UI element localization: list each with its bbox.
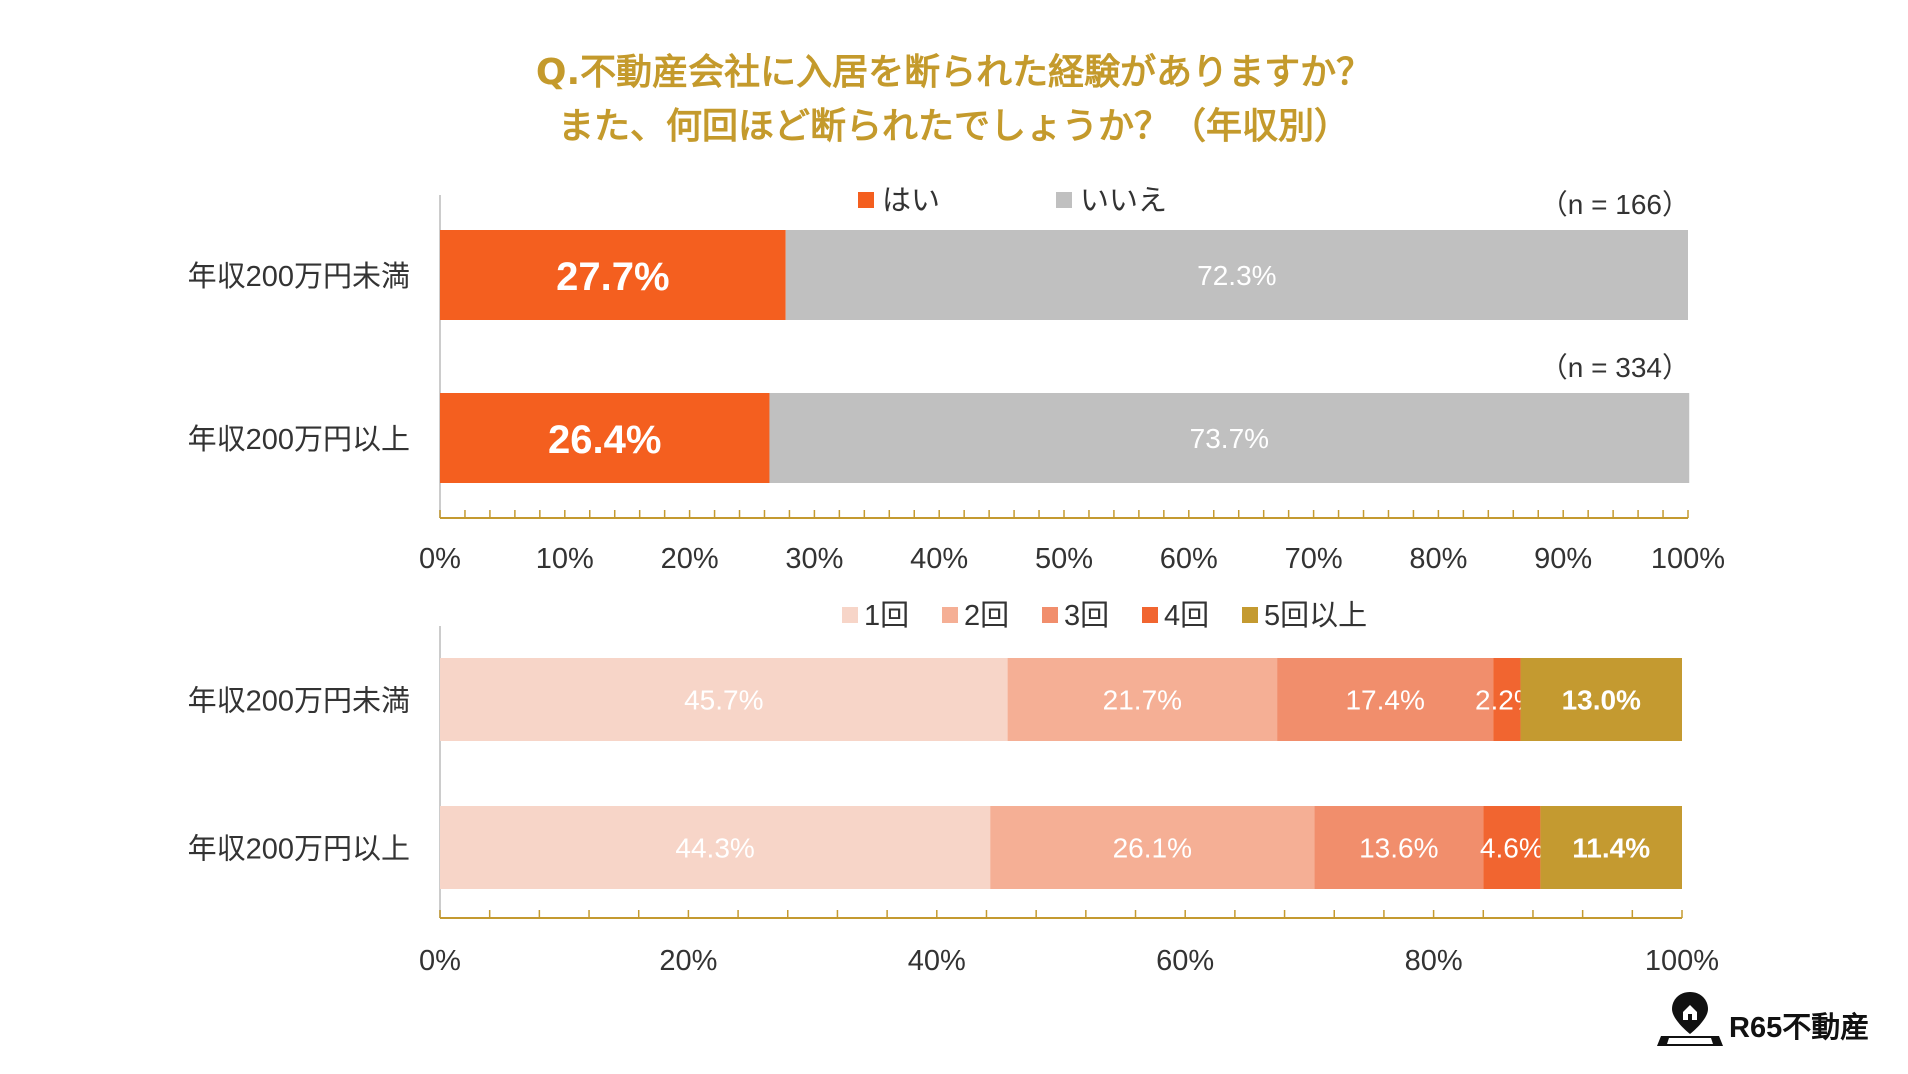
chart1-x-tick-label: 70% [1285,543,1343,575]
chart2-bar-segment [1277,658,1494,741]
chart2-legend-swatch [842,607,858,623]
chart2-data-label: 26.1% [1113,833,1192,864]
chart2-bar-segment [440,658,1008,741]
chart2-data-label: 13.0% [1562,685,1641,716]
chart1-x-tick-label: 50% [1035,543,1093,575]
chart1-category-label: 年収200万円未満 [188,260,410,293]
chart2-bar-segment [440,806,991,889]
chart2-legend-label: 3回 [1064,600,1109,632]
chart1-sample-size: （n = 334） [1540,352,1690,383]
title-line-1: Q.不動産会社に入居を断られた経験がありますか？ [535,52,1373,93]
chart1-data-label: 26.4% [548,418,661,462]
chart1-data-label: 72.3% [1197,260,1276,291]
chart2-data-label: 17.4% [1345,685,1424,716]
chart1-x-tick-label: 100% [1651,543,1725,575]
chart2-bar-segment [1520,658,1682,741]
chart-title: Q.不動産会社に入居を断られた経験がありますか？ また、何回ほど断られたでしょう… [0,46,1908,154]
chart1-x-tick-label: 60% [1160,543,1218,575]
chart1-bar-yes [440,393,770,483]
chart1-legend-label: はい [882,185,940,217]
chart2-data-label: 4.6% [1480,833,1544,864]
chart2-legend-swatch [1242,607,1258,623]
chart2-x-tick-label: 100% [1645,945,1719,977]
map-pin-house-icon [1657,992,1723,1046]
chart2-data-label: 44.3% [675,833,754,864]
chart1-legend-label: いいえ [1080,185,1167,217]
chart2-category-label: 年収200万円以上 [188,833,410,866]
chart1-x-tick-label: 20% [661,543,719,575]
chart2-bar-segment [990,806,1315,889]
chart2-x-tick-label: 20% [659,945,717,977]
chart1-x-tick-label: 90% [1534,543,1592,575]
chart1-category-label: 年収200万円以上 [188,423,410,456]
chart2-data-label: 13.6% [1359,833,1438,864]
chart2-x-tick-label: 80% [1405,945,1463,977]
chart1-x-tick-label: 0% [419,543,461,575]
chart2-bar-segment [1007,658,1278,741]
chart2-legend-swatch [1042,607,1058,623]
chart2-legend-label: 4回 [1164,600,1209,632]
chart2-legend-label: 2回 [964,600,1009,632]
chart2-data-label: 11.4% [1572,833,1650,864]
chart2-legend-swatch [942,607,958,623]
chart1-data-label: 73.7% [1190,423,1269,454]
chart2-bar-segment [1493,658,1521,741]
chart1-bar-no [769,393,1690,483]
chart1-x-tick-label: 30% [785,543,843,575]
brand-logo: R65不動産 [1655,990,1895,1050]
chart2-x-tick-label: 40% [908,945,966,977]
chart1-legend-swatch [858,192,874,208]
chart2-bar-segment [1483,806,1541,889]
chart1-x-tick-label: 10% [536,543,594,575]
chart2-x-tick-label: 60% [1156,945,1214,977]
brand-name: R65不動産 [1729,1012,1870,1044]
title-line-2: また、何回ほど断られたでしょうか？（年収別） [557,106,1350,147]
chart2-data-label: 21.7% [1103,685,1182,716]
chart2-data-label: 45.7% [684,685,763,716]
chart1-data-label: 27.7% [556,255,669,299]
chart2-legend-label: 5回以上 [1264,600,1367,632]
chart2-legend-label: 1回 [864,600,909,632]
chart1-legend-swatch [1056,192,1072,208]
chart1-x-tick-label: 40% [910,543,968,575]
chart2-bar-segment [1540,806,1682,889]
chart1-sample-size: （n = 166） [1540,189,1690,220]
chart2-category-label: 年収200万円未満 [188,685,410,718]
chart1-x-tick-label: 80% [1409,543,1467,575]
chart2-bar-segment [1314,806,1484,889]
chart1-bar-no [785,230,1688,320]
chart2-legend-swatch [1142,607,1158,623]
chart1-bar-yes [440,230,786,320]
chart2-x-tick-label: 0% [419,945,461,977]
